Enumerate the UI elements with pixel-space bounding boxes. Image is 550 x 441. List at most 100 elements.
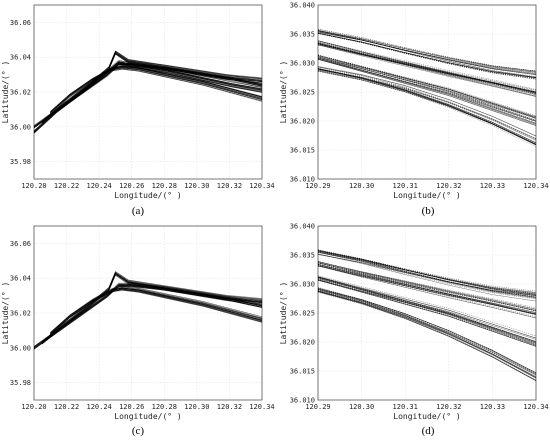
- y-tick-label-c-1: 36.00: [10, 344, 31, 352]
- trajectory-a-1-19: [33, 63, 263, 134]
- trajectory-c-2-19: [50, 287, 263, 333]
- trajectory-d-2-21: [317, 290, 537, 381]
- y-tick-label-a-2: 36.02: [10, 89, 31, 97]
- x-tick-label-b-5: 120.34: [523, 182, 548, 190]
- trajectory-d-3-16: [317, 250, 537, 292]
- x-tick-label-b-4: 120.33: [480, 182, 505, 190]
- trajectory-d-1-7: [317, 276, 537, 339]
- y-tick-label-d-6: 36.040: [290, 223, 315, 231]
- trajectory-b-2-8: [317, 68, 537, 145]
- x-tick-label-d-0: 120.29: [305, 403, 330, 411]
- x-tick-label-a-5: 120.30: [184, 182, 209, 190]
- x-tick-label-c-5: 120.30: [184, 403, 209, 411]
- x-axis-label-c: Longitude/(° ): [114, 412, 181, 421]
- trajectory-d-2-19: [317, 289, 537, 378]
- y-tick-label-b-4: 36.030: [290, 60, 315, 68]
- x-tick-label-a-1: 120.22: [54, 182, 79, 190]
- x-tick-label-d-1: 120.30: [349, 403, 374, 411]
- x-tick-label-c-4: 120.28: [152, 403, 177, 411]
- trajectory-d-0-18: [317, 263, 537, 312]
- trajectory-b-3-21: [317, 31, 537, 74]
- x-tick-label-c-0: 120.20: [21, 403, 46, 411]
- trajectory-d-0-15: [317, 264, 537, 313]
- trajectory-b-0-21: [317, 43, 537, 93]
- trajectory-a-2-25: [41, 52, 263, 124]
- y-tick-label-c-3: 36.04: [10, 275, 31, 283]
- y-tick-label-a-3: 36.04: [10, 54, 31, 62]
- trajectory-b-2-20: [317, 70, 537, 147]
- trajectory-b-2-17: [317, 70, 537, 146]
- trajectory-a-3-25: [50, 69, 263, 115]
- trajectory-c-1-21: [41, 271, 263, 343]
- trajectory-b-3-17: [317, 32, 537, 78]
- trajectory-c-1-11: [41, 271, 263, 342]
- trajectory-c-1-9: [41, 272, 263, 342]
- y-tick-label-b-3: 36.025: [290, 89, 315, 97]
- trajectory-d-0-6: [317, 261, 537, 309]
- trajectory-b-0-7: [317, 44, 537, 97]
- trajectory-b-0-2: [317, 43, 537, 91]
- trajectory-c-2-25: [50, 289, 263, 335]
- trajectory-b-1-2: [317, 55, 537, 121]
- y-tick-label-b-5: 36.035: [290, 31, 315, 39]
- trajectory-a-3-24: [50, 65, 263, 112]
- plot-frame-c: [33, 225, 263, 401]
- trajectory-d-1-18: [317, 279, 537, 347]
- trajectory-c-2-20: [50, 288, 263, 335]
- x-tick-label-b-1: 120.30: [349, 182, 374, 190]
- caption-b: (b): [422, 205, 435, 217]
- trajectory-d-0-21: [317, 265, 537, 315]
- trajectory-d-3-21: [317, 252, 537, 298]
- trajectory-c-1-23: [41, 271, 263, 342]
- caption-a: (a): [132, 205, 145, 217]
- y-tick-label-d-5: 36.035: [290, 252, 315, 260]
- trajectory-d-3-19: [317, 253, 537, 302]
- trajectory-b-2-16: [317, 67, 537, 144]
- trajectory-b-1-20: [317, 57, 537, 119]
- trajectory-d-1-17: [317, 276, 537, 342]
- x-tick-label-a-3: 120.26: [119, 182, 144, 190]
- trajectory-b-2-11: [317, 68, 537, 144]
- trajectory-b-2-7: [317, 68, 537, 145]
- trajectory-d-1-19: [317, 279, 537, 347]
- trajectory-d-2-14: [317, 290, 537, 376]
- trajectory-d-2-7: [317, 289, 537, 376]
- panel-d: 120.29 120.30 120.31 120.32 120.33 120.34 36.0…: [279, 223, 549, 422]
- trajectory-c-1-8: [41, 272, 263, 343]
- y-axis-label-c: Latitude/(° ): [1, 282, 10, 345]
- x-tick-label-c-7: 120.34: [249, 403, 274, 411]
- trajectory-c-1-14: [41, 272, 263, 344]
- trajectory-b-3-20: [317, 28, 537, 72]
- x-tick-label-b-2: 120.31: [393, 182, 418, 190]
- trajectory-d-0-8: [317, 262, 537, 316]
- trajectory-d-1-0: [317, 275, 537, 337]
- trajectory-c-1-24: [41, 272, 263, 343]
- y-tick-label-a-0: 35.98: [10, 158, 31, 166]
- x-tick-label-b-3: 120.32: [436, 182, 461, 190]
- trajectory-b-1-11: [317, 58, 537, 122]
- trajectory-d-3-17: [317, 254, 537, 296]
- caption-c: (c): [132, 425, 145, 437]
- trajectory-c-1-15: [41, 275, 263, 345]
- trajectory-c-2-24: [50, 290, 263, 336]
- trajectory-a-2-16: [41, 51, 263, 122]
- trajectory-b-3-7: [317, 29, 537, 73]
- y-axis-label-b: Latitude/(° ): [279, 61, 288, 124]
- x-tick-label-a-6: 120.32: [217, 182, 242, 190]
- trajectory-d-3-2: [317, 250, 537, 293]
- trajectory-b-0-17: [317, 40, 537, 94]
- x-tick-label-d-3: 120.32: [436, 403, 461, 411]
- trajectory-b-2-21: [317, 66, 537, 137]
- x-axis-label-d: Longitude/(° ): [393, 412, 460, 421]
- trajectory-d-0-17: [317, 261, 537, 310]
- x-tick-label-b-0: 120.29: [305, 182, 330, 190]
- x-tick-label-a-2: 120.24: [86, 182, 111, 190]
- x-tick-label-c-2: 120.24: [86, 403, 111, 411]
- plot-frame-d: [317, 225, 537, 401]
- trajectory-d-3-4: [317, 249, 537, 294]
- trajectory-b-1-13: [317, 57, 537, 124]
- y-tick-label-d-4: 36.030: [290, 281, 315, 289]
- x-tick-label-d-4: 120.33: [480, 403, 505, 411]
- y-tick-label-b-0: 36.010: [290, 176, 315, 184]
